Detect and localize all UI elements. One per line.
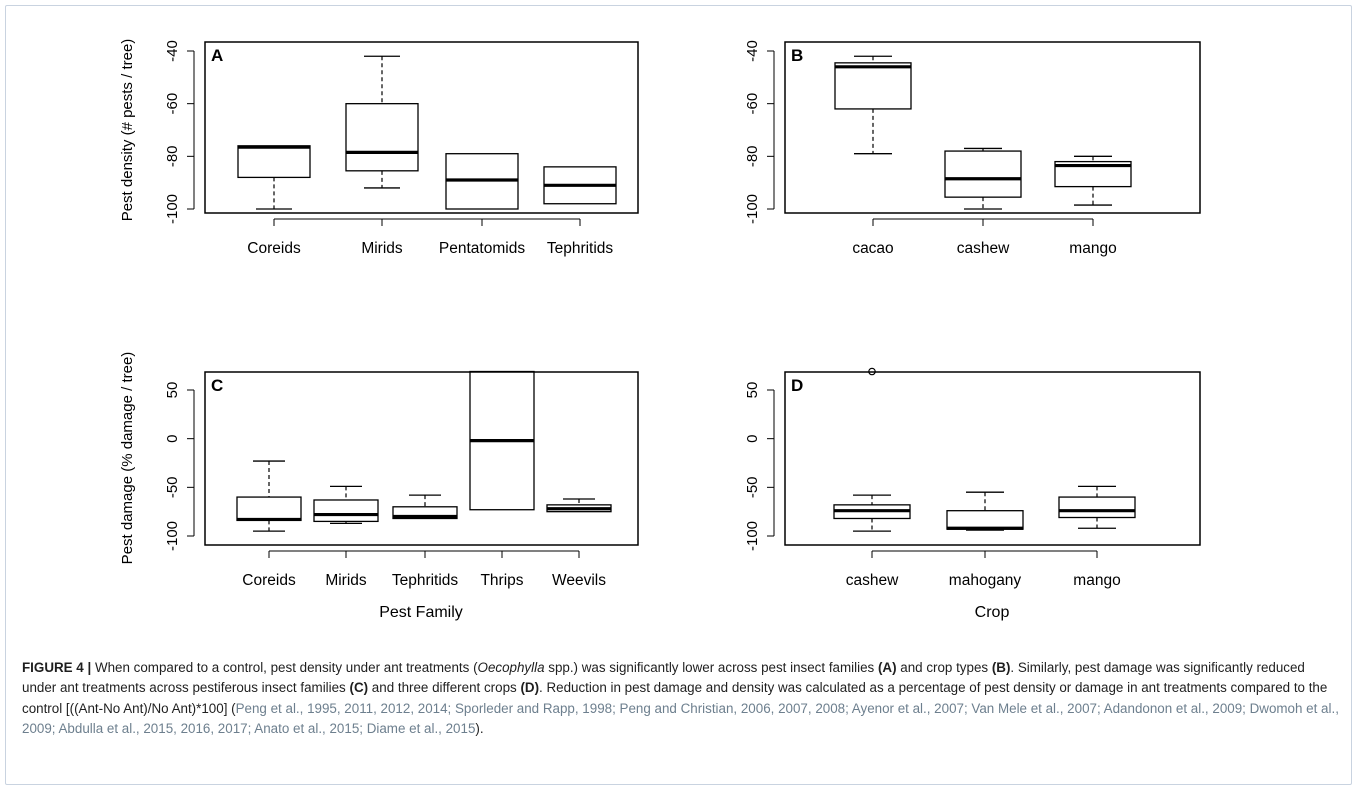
box-cashew xyxy=(833,494,911,532)
y-tick-label: -100 xyxy=(164,194,181,224)
y-tick-label: -50 xyxy=(744,476,761,498)
y-tick-label: -100 xyxy=(744,521,761,551)
x-tick-label: Coreids xyxy=(242,572,296,589)
iqr-box xyxy=(392,506,458,520)
caption-text: . Similarly, pest damage was significant… xyxy=(22,660,1305,696)
box-weevils xyxy=(546,498,612,513)
panel-label: A xyxy=(211,46,223,65)
y-tick-label: 0 xyxy=(164,434,181,442)
x-tick-label: Tephritids xyxy=(547,240,614,257)
x-tick-label: mahogany xyxy=(949,572,1022,589)
y-axis-label: Pest density (# pests / tree) xyxy=(119,39,136,222)
caption-ref-c: (C) xyxy=(349,680,369,696)
y-tick-label: -80 xyxy=(744,145,761,167)
caption-text: When compared to a control, pest density… xyxy=(91,660,478,675)
caption-ref-d: (D) xyxy=(520,680,540,696)
y-tick-label: 50 xyxy=(164,382,181,399)
x-tick-label: Pentatomids xyxy=(439,240,525,257)
panel-a: A -40 -60 -80 -100 Pest density (# pests / tr… xyxy=(119,39,639,257)
x-tick-label: cashew xyxy=(957,240,1010,257)
panel-c: C 50 0 -50 -100 Pest damage (% damage / tree)… xyxy=(119,352,639,621)
box-coreids xyxy=(237,145,311,210)
caption-citations: Peng et al., 1995, 2011, 2012, 2014; Spo… xyxy=(22,700,1339,737)
panel-label: D xyxy=(791,376,803,395)
x-tick-label: Weevils xyxy=(552,572,606,589)
box-pentatomids xyxy=(445,153,519,210)
panel-d: D 50 0 -50 -100 cashew mahogany mango Crop xyxy=(744,367,1201,621)
y-tick-label: -100 xyxy=(164,521,181,551)
caption-text: . Reduction in pest damage and density w… xyxy=(22,680,1328,716)
box-tephritids xyxy=(392,494,458,520)
box-mirids xyxy=(345,55,419,189)
caption-figure-label: FIGURE 4 | xyxy=(22,660,92,675)
x-tick-label: Mirids xyxy=(325,572,367,589)
x-tick-label: Coreids xyxy=(247,240,301,257)
iqr-box xyxy=(1058,496,1136,519)
x-tick-label: Thrips xyxy=(480,572,523,589)
box-mango xyxy=(1054,155,1132,206)
box-mirids xyxy=(313,485,379,524)
box-mango xyxy=(1058,485,1136,529)
x-tick-label: cacao xyxy=(852,240,893,257)
box-coreids xyxy=(236,460,302,532)
x-tick-label: cashew xyxy=(846,572,899,589)
x-axis-label: Crop xyxy=(975,604,1010,621)
iqr-box xyxy=(237,145,311,179)
y-tick-label: -100 xyxy=(744,194,761,224)
figure-frame xyxy=(5,5,1352,785)
iqr-box xyxy=(313,499,379,523)
x-tick-label: mango xyxy=(1069,240,1116,257)
caption-text: and three different crops xyxy=(368,680,521,696)
caption-text: and crop types xyxy=(896,660,992,675)
boxplot-figure: A -40 -60 -80 -100 Pest density (# pests / tr… xyxy=(119,39,1201,621)
y-axis-label: Pest damage (% damage / tree) xyxy=(119,352,136,565)
x-tick-label: mango xyxy=(1073,572,1120,589)
plot-frame xyxy=(784,41,1201,214)
caption-ref-b: (B) xyxy=(991,660,1011,675)
box-thrips xyxy=(469,370,535,511)
plot-frame xyxy=(204,371,639,546)
iqr-box xyxy=(834,62,912,110)
box-cacao xyxy=(834,55,912,155)
box-mahogany xyxy=(946,491,1024,531)
y-tick-label: -60 xyxy=(744,93,761,115)
panel-label: C xyxy=(211,376,223,395)
y-tick-label: 0 xyxy=(744,434,761,442)
caption-ref-a: (A) xyxy=(877,660,897,675)
iqr-box xyxy=(345,103,419,172)
panel-b: B -40 -60 -80 -100 cacao cashew mango xyxy=(744,40,1201,257)
plot-frame xyxy=(204,41,639,214)
y-tick-label: -60 xyxy=(164,93,181,115)
iqr-box xyxy=(944,150,1022,198)
panel-label: B xyxy=(791,46,803,65)
figure-caption: FIGURE 4 | When compared to a control, p… xyxy=(22,658,1340,740)
y-tick-label: 50 xyxy=(744,382,761,399)
x-tick-label: Tephritids xyxy=(392,572,459,589)
plot-frame xyxy=(784,371,1201,546)
caption-text: ). xyxy=(475,721,484,737)
outlier-point xyxy=(868,367,876,376)
y-tick-label: -80 xyxy=(164,145,181,167)
iqr-box xyxy=(946,510,1024,530)
caption-genus: Oecophylla xyxy=(477,660,545,675)
iqr-box xyxy=(236,496,302,522)
box-tephritids xyxy=(543,166,617,205)
box-cashew xyxy=(944,147,1022,210)
x-axis-label: Pest Family xyxy=(379,604,463,621)
y-tick-label: -40 xyxy=(744,40,761,62)
y-tick-label: -50 xyxy=(164,476,181,498)
iqr-box xyxy=(1054,160,1132,188)
y-tick-label: -40 xyxy=(164,40,181,62)
caption-text: spp.) was significantly lower across pes… xyxy=(544,660,878,675)
x-tick-label: Mirids xyxy=(361,240,403,257)
